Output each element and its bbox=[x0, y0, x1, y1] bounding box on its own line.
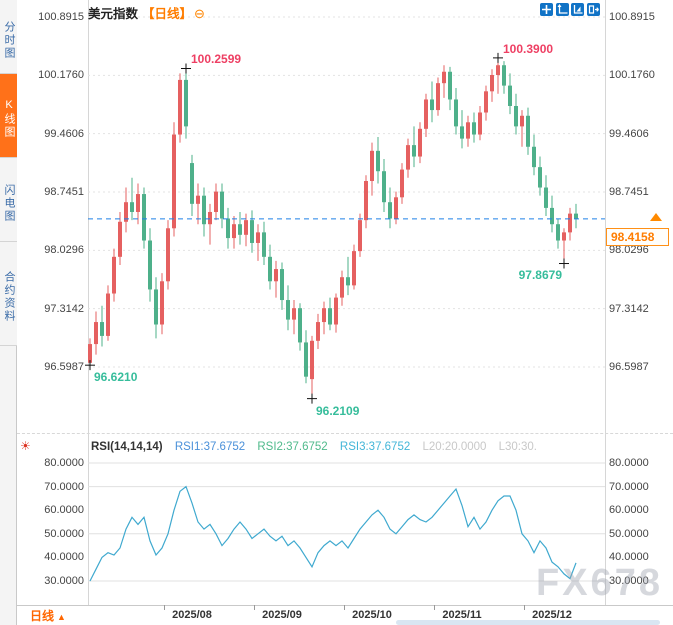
symbol-name: 美元指数 bbox=[88, 7, 139, 21]
date-axis-label: 2025/09 bbox=[262, 609, 302, 621]
rsi-axis-label: 30.0000 bbox=[609, 575, 649, 587]
price-axis-label: 96.5987 bbox=[44, 361, 84, 373]
rsi2-value: RSI2:37.6752 bbox=[257, 441, 328, 453]
date-axis-tick bbox=[164, 605, 165, 610]
date-axis-label: 2025/12 bbox=[532, 609, 572, 621]
price-axis-label: 98.7451 bbox=[609, 186, 649, 198]
price-axis-label: 99.4606 bbox=[609, 127, 649, 140]
sidebar: 分时图 K线图 闪电图 合约资料 bbox=[0, 0, 17, 625]
date-axis-label: 2025/10 bbox=[352, 609, 392, 621]
rsi-params: RSI(14,14,14) bbox=[91, 441, 163, 453]
rsi-axis-label: 50.0000 bbox=[44, 527, 84, 540]
timeframe-tag: 【日线】 bbox=[142, 7, 193, 21]
rsi-axis-label: 40.0000 bbox=[609, 551, 649, 564]
pop-out-icon[interactable] bbox=[587, 3, 600, 16]
price-axis-label: 97.3142 bbox=[609, 302, 649, 315]
timeframe-label: 日线 bbox=[30, 609, 55, 623]
rsi-axis-label: 70.0000 bbox=[609, 480, 649, 493]
annotation-low-price: 96.2109 bbox=[316, 403, 360, 418]
rsi-axis-label: 60.0000 bbox=[609, 504, 649, 517]
sidebar-item-time-chart[interactable]: 分时图 bbox=[0, 0, 17, 74]
date-axis-tick bbox=[524, 605, 525, 610]
current-price-badge: 98.4158 bbox=[606, 227, 669, 246]
rsi-axis-label: 50.0000 bbox=[609, 527, 649, 540]
annotation-low-price: 97.8679 bbox=[518, 267, 562, 282]
horizontal-scrollbar-thumb[interactable] bbox=[396, 620, 660, 625]
price-axis-label: 97.3142 bbox=[44, 302, 84, 315]
rsi-l20-level: L20:20.0000 bbox=[422, 441, 487, 453]
annotation-low-price: 96.6210 bbox=[94, 370, 138, 385]
annotation-high-price: 100.3900 bbox=[503, 41, 554, 56]
plot-left-border bbox=[88, 0, 89, 605]
axis-scale-icon[interactable] bbox=[556, 3, 569, 16]
price-axis-label: 100.1760 bbox=[609, 69, 655, 82]
price-axis-label: 98.0296 bbox=[44, 244, 84, 257]
panel-separator bbox=[17, 433, 673, 434]
rsi-axis-label: 30.0000 bbox=[44, 575, 84, 587]
price-up-arrow-icon bbox=[650, 212, 662, 221]
price-axis-label: 96.5987 bbox=[609, 361, 649, 373]
date-axis-tick bbox=[434, 605, 435, 610]
collapse-icon[interactable]: ⊖ bbox=[194, 6, 205, 21]
price-axis-label: 99.4606 bbox=[44, 127, 84, 140]
plot-right-border bbox=[605, 0, 606, 605]
bottom-separator bbox=[17, 605, 673, 606]
sidebar-item-kline-chart[interactable]: K线图 bbox=[0, 74, 17, 158]
rsi-axis-label: 70.0000 bbox=[44, 480, 84, 493]
rsi-l30-level: L30:30. bbox=[498, 441, 537, 453]
axis-flag-icon[interactable] bbox=[571, 3, 584, 16]
date-axis-tick bbox=[344, 605, 345, 610]
date-axis-tick bbox=[254, 605, 255, 610]
chevron-up-icon: ▲ bbox=[57, 612, 66, 622]
move-tool-icon[interactable] bbox=[540, 3, 553, 16]
rsi3-value: RSI3:37.6752 bbox=[339, 441, 411, 453]
rsi1-value: RSI1:37.6752 bbox=[174, 441, 246, 453]
rsi-axis-label: 60.0000 bbox=[44, 504, 84, 517]
rsi-axis-label: 40.0000 bbox=[44, 551, 84, 564]
date-axis-label: 2025/08 bbox=[172, 609, 212, 621]
sidebar-item-lightning-chart[interactable]: 闪电图 bbox=[0, 158, 17, 242]
rsi-axis-label: 80.0000 bbox=[609, 457, 649, 469]
price-axis-label: 100.8915 bbox=[609, 11, 655, 23]
price-axis-label: 98.0296 bbox=[609, 244, 649, 257]
price-axis-label: 98.7451 bbox=[44, 186, 84, 198]
rsi-header: RSI(14,14,14) RSI1:37.6752 RSI2:37.6752 … bbox=[91, 441, 603, 453]
chart-title: 美元指数 【日线】 ⊖ bbox=[88, 3, 205, 22]
sidebar-item-contract-info[interactable]: 合约资料 bbox=[0, 242, 17, 346]
timeframe-selector[interactable]: 日线 ▲ bbox=[30, 607, 66, 624]
date-axis-label: 2025/11 bbox=[442, 609, 482, 621]
annotation-high-price: 100.2599 bbox=[191, 52, 242, 67]
price-axis-label: 100.8915 bbox=[38, 11, 84, 23]
indicator-settings-icon[interactable]: ☀ bbox=[20, 439, 31, 453]
rsi-axis-label: 80.0000 bbox=[44, 457, 84, 469]
price-axis-label: 100.1760 bbox=[38, 69, 84, 82]
